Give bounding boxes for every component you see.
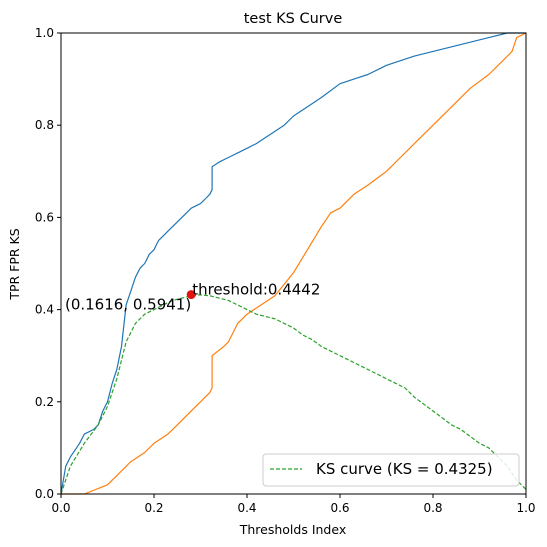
series-layer <box>60 32 527 495</box>
coords-annotation: (0.1616, 0.5941) <box>65 296 191 314</box>
y-axis-label: TPR FPR KS <box>7 228 22 300</box>
fpr-line <box>61 32 527 495</box>
x-tick-label: 0.2 <box>144 501 163 515</box>
legend-ks-label: KS curve (KS = 0.4325) <box>316 460 493 478</box>
x-tick-label: 0.0 <box>51 501 70 515</box>
y-tick-label: 0.6 <box>35 210 54 224</box>
x-tick-label: 0.8 <box>423 501 442 515</box>
y-tick-label: 1.0 <box>35 26 54 40</box>
legend: KS curve (KS = 0.4325) <box>262 453 520 487</box>
ks-max-marker <box>186 290 196 300</box>
threshold-annotation: threshold:0.4442 <box>192 281 320 299</box>
x-tick-label: 0.6 <box>330 501 349 515</box>
x-axis-label: Thresholds Index <box>239 522 347 537</box>
ticks-layer: 0.0 0.2 0.4 0.6 0.8 1.0 0.0 0.2 0.4 0.6 0.8 1.0 <box>35 26 536 515</box>
x-tick-label: 1.0 <box>516 501 535 515</box>
tpr-line <box>60 32 526 495</box>
y-tick-label: 0.8 <box>35 118 54 132</box>
y-tick-label: 0.0 <box>35 487 54 501</box>
chart-title: test KS Curve <box>244 11 343 27</box>
legend-box <box>262 453 520 487</box>
plot-frame <box>60 32 527 495</box>
x-tick-label: 0.4 <box>237 501 256 515</box>
y-tick-label: 0.4 <box>35 303 54 317</box>
y-tick-label: 0.2 <box>35 395 54 409</box>
